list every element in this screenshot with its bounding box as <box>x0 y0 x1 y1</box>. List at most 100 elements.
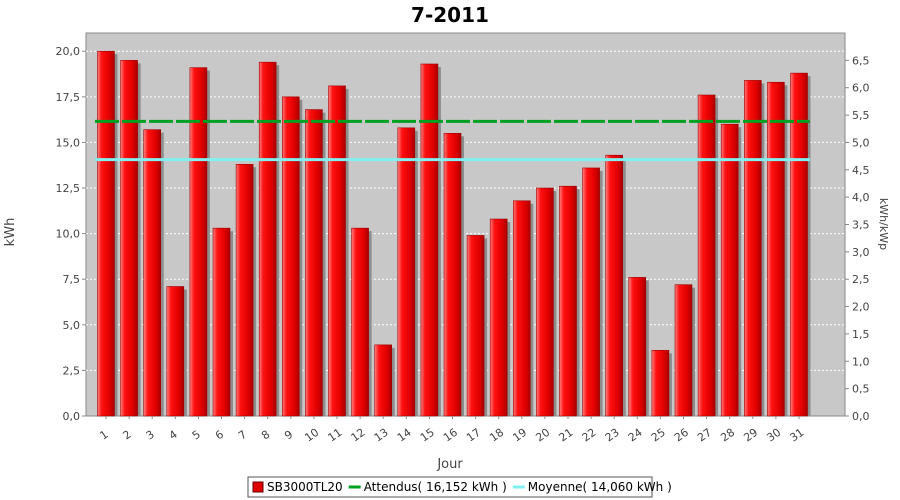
y-right-tick-label: 0,5 <box>852 383 870 396</box>
y-tick-label: 2,5 <box>63 364 81 377</box>
y-right-tick-label: 1,0 <box>852 355 870 368</box>
bar <box>212 227 231 417</box>
x-tick-label: 29 <box>741 426 760 445</box>
x-tick-label: 13 <box>372 426 391 445</box>
bar <box>351 227 369 417</box>
y-right-tick-label: 4,0 <box>852 191 870 204</box>
x-tick-label: 16 <box>441 426 460 445</box>
x-tick-label: 7 <box>236 428 249 443</box>
y-tick-label: 10,0 <box>56 228 81 241</box>
legend-swatch-bar <box>252 481 264 493</box>
y-axis-left: 0,0 2,5 5,0 7,5 10,0 12,5 15,0 17,5 20,0 <box>56 45 86 423</box>
x-tick-label: 14 <box>395 426 414 445</box>
bar <box>397 127 416 417</box>
x-tick-label: 25 <box>649 426 668 445</box>
x-axis: 1 2 3 4 5 6 7 8 9 10 11 12 13 14 15 16 17 18 19 20 21 22 23 24 2… <box>97 416 806 444</box>
bar <box>536 187 554 417</box>
legend-label-moyenne: Moyenne( 14,060 kWh ) <box>528 480 672 494</box>
bar <box>697 94 716 417</box>
y-right-tick-label: 2,5 <box>852 273 870 286</box>
bar <box>443 133 462 417</box>
bar <box>512 200 531 417</box>
bar <box>120 60 138 417</box>
y-right-tick-label: 0,0 <box>852 410 870 423</box>
y-axis-right-label: kWh/kWp <box>877 198 890 250</box>
x-tick-label: 26 <box>672 426 691 445</box>
x-tick-label: 23 <box>603 426 622 445</box>
legend: SB3000TL20 Attendus( 16,152 kWh ) Moyenne(… <box>247 476 672 498</box>
bars <box>97 50 811 417</box>
bar <box>235 164 254 417</box>
y-tick-label: 17,5 <box>56 91 81 104</box>
x-tick-label: 20 <box>533 426 552 445</box>
bar <box>143 129 161 417</box>
bar <box>97 50 115 417</box>
y-axis-label: kWh <box>3 218 18 247</box>
y-tick-label: 7,5 <box>63 273 81 286</box>
y-right-tick-label: 1,5 <box>852 328 870 341</box>
y-right-tick-label: 3,5 <box>852 219 870 232</box>
bar <box>305 109 323 417</box>
bar <box>374 344 393 417</box>
x-tick-label: 17 <box>464 426 483 445</box>
bar <box>281 96 300 417</box>
y-right-tick-label: 4,5 <box>852 164 870 177</box>
x-tick-label: 22 <box>580 426 599 445</box>
reference-lines <box>95 119 810 162</box>
chart-title: 7-2011 <box>411 3 489 27</box>
x-tick-label: 1 <box>97 428 110 443</box>
x-tick-label: 19 <box>510 426 529 445</box>
x-tick-label: 28 <box>718 426 737 445</box>
bar <box>559 185 577 417</box>
y-tick-label: 12,5 <box>56 182 81 195</box>
bar <box>674 284 693 417</box>
x-tick-label: 10 <box>302 426 321 445</box>
legend-label-series: SB3000TL20 <box>267 480 343 494</box>
y-right-tick-label: 6,0 <box>852 82 870 95</box>
x-tick-label: 18 <box>487 426 506 445</box>
bar <box>189 67 208 417</box>
x-tick-label: 8 <box>259 428 272 443</box>
bar <box>582 167 600 417</box>
x-tick-label: 5 <box>190 428 203 443</box>
bar <box>328 85 346 417</box>
x-tick-label: 27 <box>695 426 714 445</box>
y-right-tick-label: 6,5 <box>852 54 870 67</box>
x-tick-label: 30 <box>764 426 783 445</box>
y-right-tick-label: 5,5 <box>852 109 870 122</box>
x-tick-label: 12 <box>349 426 368 445</box>
bar <box>743 80 762 417</box>
x-axis-label: Jour <box>436 457 463 472</box>
x-tick-label: 9 <box>282 428 295 443</box>
bar <box>790 72 808 417</box>
bar <box>166 286 185 417</box>
y-right-tick-label: 2,0 <box>852 301 870 314</box>
y-right-tick-label: 3,0 <box>852 246 870 259</box>
bar <box>767 81 785 417</box>
bar <box>605 154 624 417</box>
y-tick-label: 20,0 <box>56 45 81 58</box>
bar <box>258 61 277 417</box>
bar <box>651 350 670 417</box>
x-tick-label: 2 <box>120 428 133 443</box>
bar <box>466 235 485 417</box>
y-tick-label: 5,0 <box>63 319 81 332</box>
x-tick-label: 4 <box>167 428 180 443</box>
bar <box>720 123 739 417</box>
x-tick-label: 11 <box>326 426 345 445</box>
bar <box>489 218 508 417</box>
y-right-tick-label: 5,0 <box>852 136 870 149</box>
x-tick-label: 15 <box>418 426 437 445</box>
y-tick-label: 15,0 <box>56 136 81 149</box>
grid <box>86 50 845 371</box>
bar <box>628 277 647 417</box>
x-tick-label: 3 <box>144 428 157 443</box>
y-axis-right: 0,0 0,5 1,0 1,5 2,0 2,5 3,0 3,5 4,0 4,5 5,0 5,5 6,0 6… <box>844 33 870 423</box>
x-tick-label: 24 <box>626 426 645 445</box>
y-tick-label: 0,0 <box>63 410 81 423</box>
legend-box <box>247 476 653 498</box>
x-tick-label: 31 <box>788 426 807 445</box>
x-tick-label: 6 <box>213 428 226 443</box>
legend-label-attendus: Attendus( 16,152 kWh ) <box>364 480 507 494</box>
